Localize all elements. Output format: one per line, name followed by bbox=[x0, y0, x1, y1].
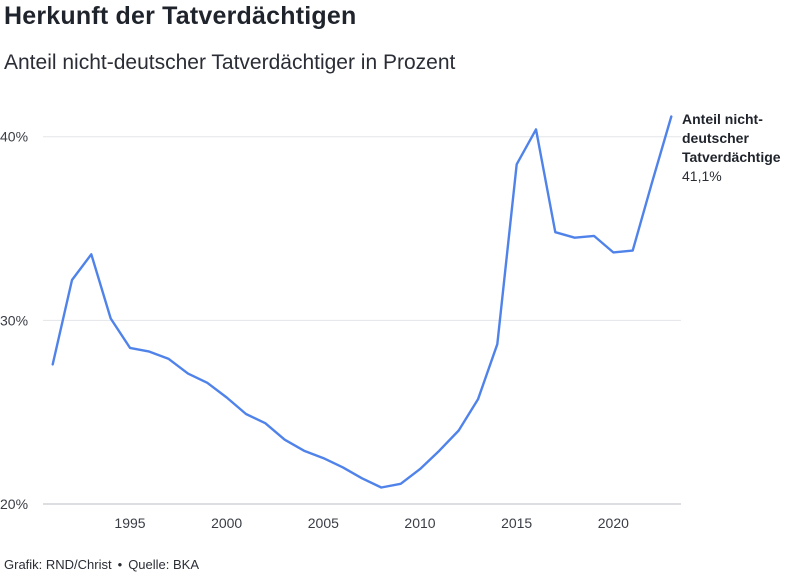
footer-separator: • bbox=[117, 557, 123, 572]
y-tick-label: 40% bbox=[0, 129, 28, 145]
series-labels: Anteil nicht-deutscher Tatverdächtige 41,1… bbox=[682, 111, 781, 184]
x-tick-label: 1995 bbox=[114, 515, 145, 531]
y-tick-label: 30% bbox=[0, 312, 28, 328]
x-tick-label: 2000 bbox=[211, 515, 242, 531]
x-tick-label: 2010 bbox=[404, 515, 435, 531]
series-name-label: Tatverdächtige bbox=[682, 149, 781, 165]
footer-source: Quelle: BKA bbox=[128, 557, 200, 572]
series-line bbox=[51, 115, 673, 489]
chart-title: Herkunft der Tatverdächtigen bbox=[4, 2, 357, 30]
series-value-label: 41,1% bbox=[682, 168, 722, 184]
series-name-label: Anteil nicht- bbox=[682, 111, 763, 127]
footer: Grafik: RND/Christ • Quelle: BKA bbox=[4, 557, 199, 572]
x-tick-label: 2015 bbox=[501, 515, 532, 531]
axis-labels: 20% 30% 40% 1995 2000 2005 2010 2015 2020 bbox=[0, 129, 629, 531]
series-lines bbox=[51, 115, 673, 489]
gridlines bbox=[43, 136, 681, 505]
series-name-label: deutscher bbox=[682, 130, 749, 146]
x-tick-label: 2020 bbox=[598, 515, 629, 531]
footer-credit: Grafik: RND/Christ bbox=[4, 557, 112, 572]
x-tick-label: 2005 bbox=[308, 515, 339, 531]
chart-subtitle: Anteil nicht-deutscher Tatverdächtiger i… bbox=[4, 51, 456, 74]
y-tick-label: 20% bbox=[0, 496, 28, 512]
